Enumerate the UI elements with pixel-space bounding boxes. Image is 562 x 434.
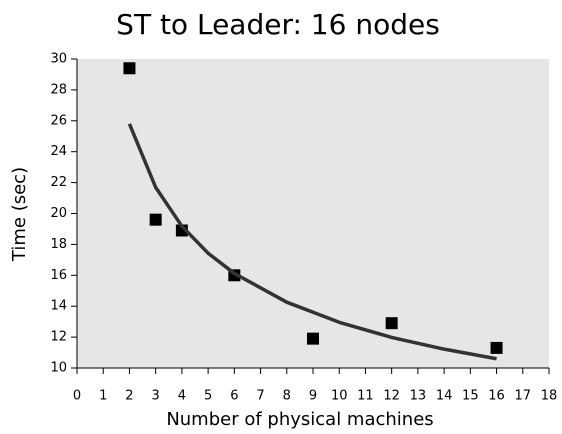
x-tick-label: 10 (331, 389, 348, 404)
x-tick-label: 14 (436, 389, 453, 404)
x-tick-label: 9 (309, 389, 317, 404)
x-tick-label: 6 (230, 389, 238, 404)
fit-curve (127, 123, 497, 361)
y-tick-label: 30 (50, 52, 67, 67)
data-point (307, 332, 319, 345)
y-tick-label: 10 (50, 361, 67, 376)
x-tick-label: 1 (99, 389, 107, 404)
x-tick-label: 8 (283, 389, 291, 404)
x-tick-label: 18 (541, 389, 558, 404)
x-tick-label: 5 (204, 389, 212, 404)
data-point (149, 213, 162, 226)
y-tick-label: 24 (50, 144, 67, 159)
x-tick-label: 13 (410, 389, 427, 404)
x-tick-label: 4 (178, 389, 186, 404)
y-tick-label: 28 (50, 82, 67, 97)
x-tick-label: 15 (462, 389, 479, 404)
x-tick-label: 0 (73, 389, 81, 404)
x-tick-label: 2 (125, 389, 133, 404)
y-tick-label: 20 (50, 206, 67, 221)
y-tick-label: 26 (50, 113, 67, 128)
x-tick-label: 3 (152, 389, 160, 404)
x-axis-label: Number of physical machines (166, 409, 433, 430)
x-tick-label: 7 (256, 389, 264, 404)
y-tick-label: 22 (50, 175, 67, 190)
plot-background (77, 59, 549, 368)
y-tick-label: 16 (50, 268, 67, 283)
data-point (490, 341, 503, 354)
x-tick-label: 17 (515, 389, 532, 404)
chart-title: ST to Leader: 16 nodes (116, 8, 440, 41)
x-tick-label: 11 (357, 389, 374, 404)
y-tick-label: 12 (50, 330, 67, 345)
y-tick-label: 18 (50, 237, 67, 252)
x-tick-label: 12 (383, 389, 400, 404)
data-point (123, 62, 136, 75)
data-point (385, 317, 398, 330)
y-axis-label: Time (sec) (9, 167, 30, 262)
y-tick-label: 14 (50, 299, 67, 314)
x-tick-label: 16 (488, 389, 505, 404)
